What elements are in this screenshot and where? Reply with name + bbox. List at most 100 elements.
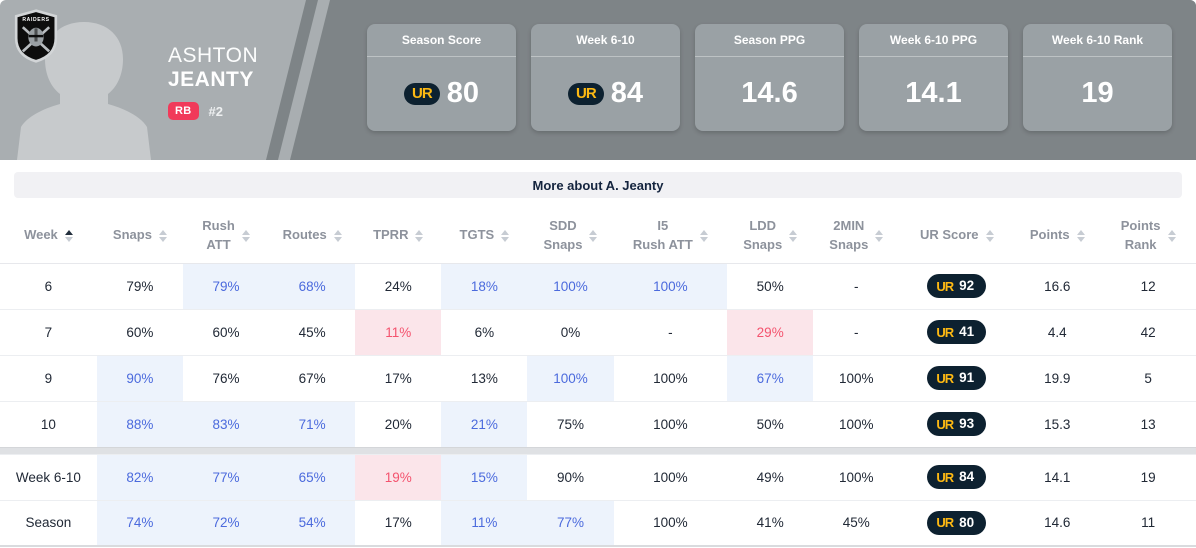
sort-icon — [589, 229, 598, 242]
ur-score-pill: UR 80 — [927, 511, 987, 535]
stat-card-season-ppg: Season PPG 14.6 — [695, 24, 844, 131]
cell-week: 10 — [0, 400, 97, 447]
column-header-sdd-snaps[interactable]: SDD Snaps — [527, 209, 614, 264]
stat-card-number: 19 — [1081, 77, 1114, 109]
cell-i5-rush-att: 100% — [613, 400, 728, 447]
cell-points: 4.4 — [1014, 308, 1101, 355]
cell-ldd-snaps: 41% — [727, 499, 814, 547]
column-label: LDD Snaps — [743, 217, 783, 252]
column-header-tprr[interactable]: TPRR — [355, 209, 442, 264]
ur-logo-icon: UR — [568, 82, 604, 105]
cell-tgts: 13% — [441, 354, 528, 401]
sort-icon — [415, 229, 424, 242]
ur-score-pill: UR 84 — [927, 465, 987, 489]
position-badge: RB — [168, 102, 199, 121]
sort-icon — [699, 229, 708, 242]
cell-ur-score: UR 93 — [899, 400, 1015, 447]
week-row: 10 88% 83% 71% 20% 21% 75% 100% 50% 100% UR 93 15.3 1… — [0, 400, 1196, 447]
cell-rush-att: 60% — [182, 308, 270, 355]
week-row: 7 60% 60% 45% 11% 6% 0% -29% - UR 41 4.4 42 — [0, 308, 1196, 355]
cell-points-rank: 11 — [1100, 499, 1196, 547]
stat-card-label: Week 6-10 — [531, 24, 680, 57]
column-header-rush-att[interactable]: Rush ATT — [182, 209, 270, 264]
cell-sdd-snaps: 77% — [527, 499, 614, 547]
cell-2min-snaps: 100% — [813, 400, 900, 447]
cell-snaps: 88% — [96, 400, 183, 447]
cell-points-rank: 12 — [1100, 262, 1196, 309]
team-logo-raiders-icon: RAIDERS — [14, 9, 58, 63]
ur-score-value: 92 — [959, 278, 975, 294]
cell-points: 14.1 — [1014, 453, 1101, 500]
sort-icon — [241, 229, 250, 242]
cell-ur-score: UR 91 — [899, 354, 1015, 401]
stat-card-number: 84 — [610, 77, 643, 109]
cell-points-rank: 19 — [1100, 453, 1196, 500]
cell-snaps: 82% — [96, 453, 183, 500]
cell-snaps: 90% — [96, 354, 183, 401]
column-label: Snaps — [112, 227, 152, 243]
cell-tprr: 17% — [355, 354, 442, 401]
ur-score-pill: UR 92 — [927, 274, 987, 298]
ur-score-value: 84 — [959, 469, 975, 485]
column-label: Rush ATT — [202, 217, 235, 252]
cell-tprr: 17% — [355, 499, 442, 547]
cell-routes: 68% — [269, 262, 356, 309]
stat-card-value: UR 80 — [367, 57, 516, 130]
sort-icon — [985, 229, 994, 242]
cell-points: 15.3 — [1014, 400, 1101, 447]
cell-snaps: 60% — [96, 308, 183, 355]
cell-ur-score: UR 41 — [899, 308, 1015, 355]
cell-snaps: 74% — [96, 499, 183, 547]
column-label: Routes — [282, 227, 327, 243]
sort-icon — [158, 229, 167, 242]
cell-2min-snaps: 100% — [813, 354, 900, 401]
week-row: 9 90% 76% 67% 17% 13% 100% 100% 67% 100% UR 91 19.9 5 — [0, 354, 1196, 401]
column-label: SDD Snaps — [543, 217, 583, 252]
column-header-i5-rush-att[interactable]: I5 Rush ATT — [613, 209, 728, 264]
cell-i5-rush-att: 100% — [613, 453, 728, 500]
cell-tprr: 20% — [355, 400, 442, 447]
cell-tprr: 19% — [355, 453, 442, 500]
cell-points: 14.6 — [1014, 499, 1101, 547]
column-header-snaps[interactable]: Snaps — [96, 209, 183, 264]
column-header-2min-snaps[interactable]: 2MIN Snaps — [813, 209, 900, 264]
cell-2min-snaps: 100% — [813, 453, 900, 500]
more-about-button[interactable]: More about A. Jeanty — [14, 172, 1182, 198]
column-label: Week — [24, 227, 58, 243]
ur-score-value: 80 — [959, 515, 975, 530]
ur-logo-icon: UR — [936, 324, 954, 340]
column-header-routes[interactable]: Routes — [269, 209, 356, 264]
stat-card-week-6-10-rank: Week 6-10 Rank 19 — [1023, 24, 1172, 131]
column-label: UR Score — [920, 227, 979, 243]
cell-routes: 45% — [269, 308, 356, 355]
column-label: TGTS — [459, 227, 495, 243]
stat-card-label: Season Score — [367, 24, 516, 57]
cell-i5-rush-att: - — [613, 308, 728, 355]
ur-logo-icon: UR — [936, 469, 954, 485]
cell-2min-snaps: 45% — [813, 499, 900, 547]
cell-tprr: 11% — [355, 308, 442, 355]
player-identity: ASHTON JEANTY RB #2 — [168, 44, 258, 121]
cell-points-rank: 13 — [1100, 400, 1196, 447]
column-label: I5 Rush ATT — [632, 217, 693, 252]
column-header-points[interactable]: Points — [1014, 209, 1101, 264]
cell-ur-score: UR 80 — [899, 499, 1015, 547]
ur-logo-icon: UR — [936, 370, 954, 386]
cell-rush-att: 76% — [182, 354, 270, 401]
weekly-stats-table: Week Snaps Rush ATT Routes TPRR TGTS SDD Snaps I5… — [0, 209, 1196, 547]
cell-rush-att: 83% — [182, 400, 270, 447]
cell-rush-att: 79% — [182, 262, 270, 309]
cell-points-rank: 5 — [1100, 354, 1196, 401]
cell-routes: 67% — [269, 354, 356, 401]
column-header-points-rank[interactable]: Points Rank — [1100, 209, 1196, 264]
column-header-ur-score[interactable]: UR Score — [899, 209, 1015, 264]
ur-score-pill: UR 93 — [927, 412, 987, 436]
column-header-tgts[interactable]: TGTS — [441, 209, 528, 264]
ur-logo-icon: UR — [936, 515, 954, 531]
stat-card-value: 14.1 — [859, 57, 1008, 130]
sort-icon — [333, 229, 342, 242]
sort-icon — [1076, 229, 1085, 242]
column-header-ldd-snaps[interactable]: LDD Snaps — [727, 209, 814, 264]
column-header-week[interactable]: Week — [0, 209, 97, 264]
